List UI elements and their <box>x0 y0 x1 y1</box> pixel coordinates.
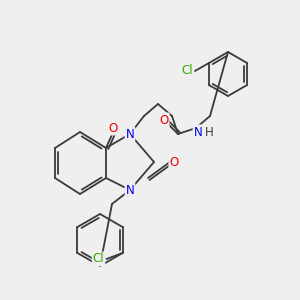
Text: N: N <box>126 128 134 140</box>
Text: H: H <box>205 125 214 139</box>
Text: O: O <box>159 113 169 127</box>
Text: N: N <box>126 184 134 196</box>
Text: Cl: Cl <box>181 64 193 77</box>
Text: Cl: Cl <box>93 253 104 266</box>
Text: N: N <box>194 125 202 139</box>
Text: O: O <box>169 155 178 169</box>
Text: O: O <box>108 122 118 134</box>
